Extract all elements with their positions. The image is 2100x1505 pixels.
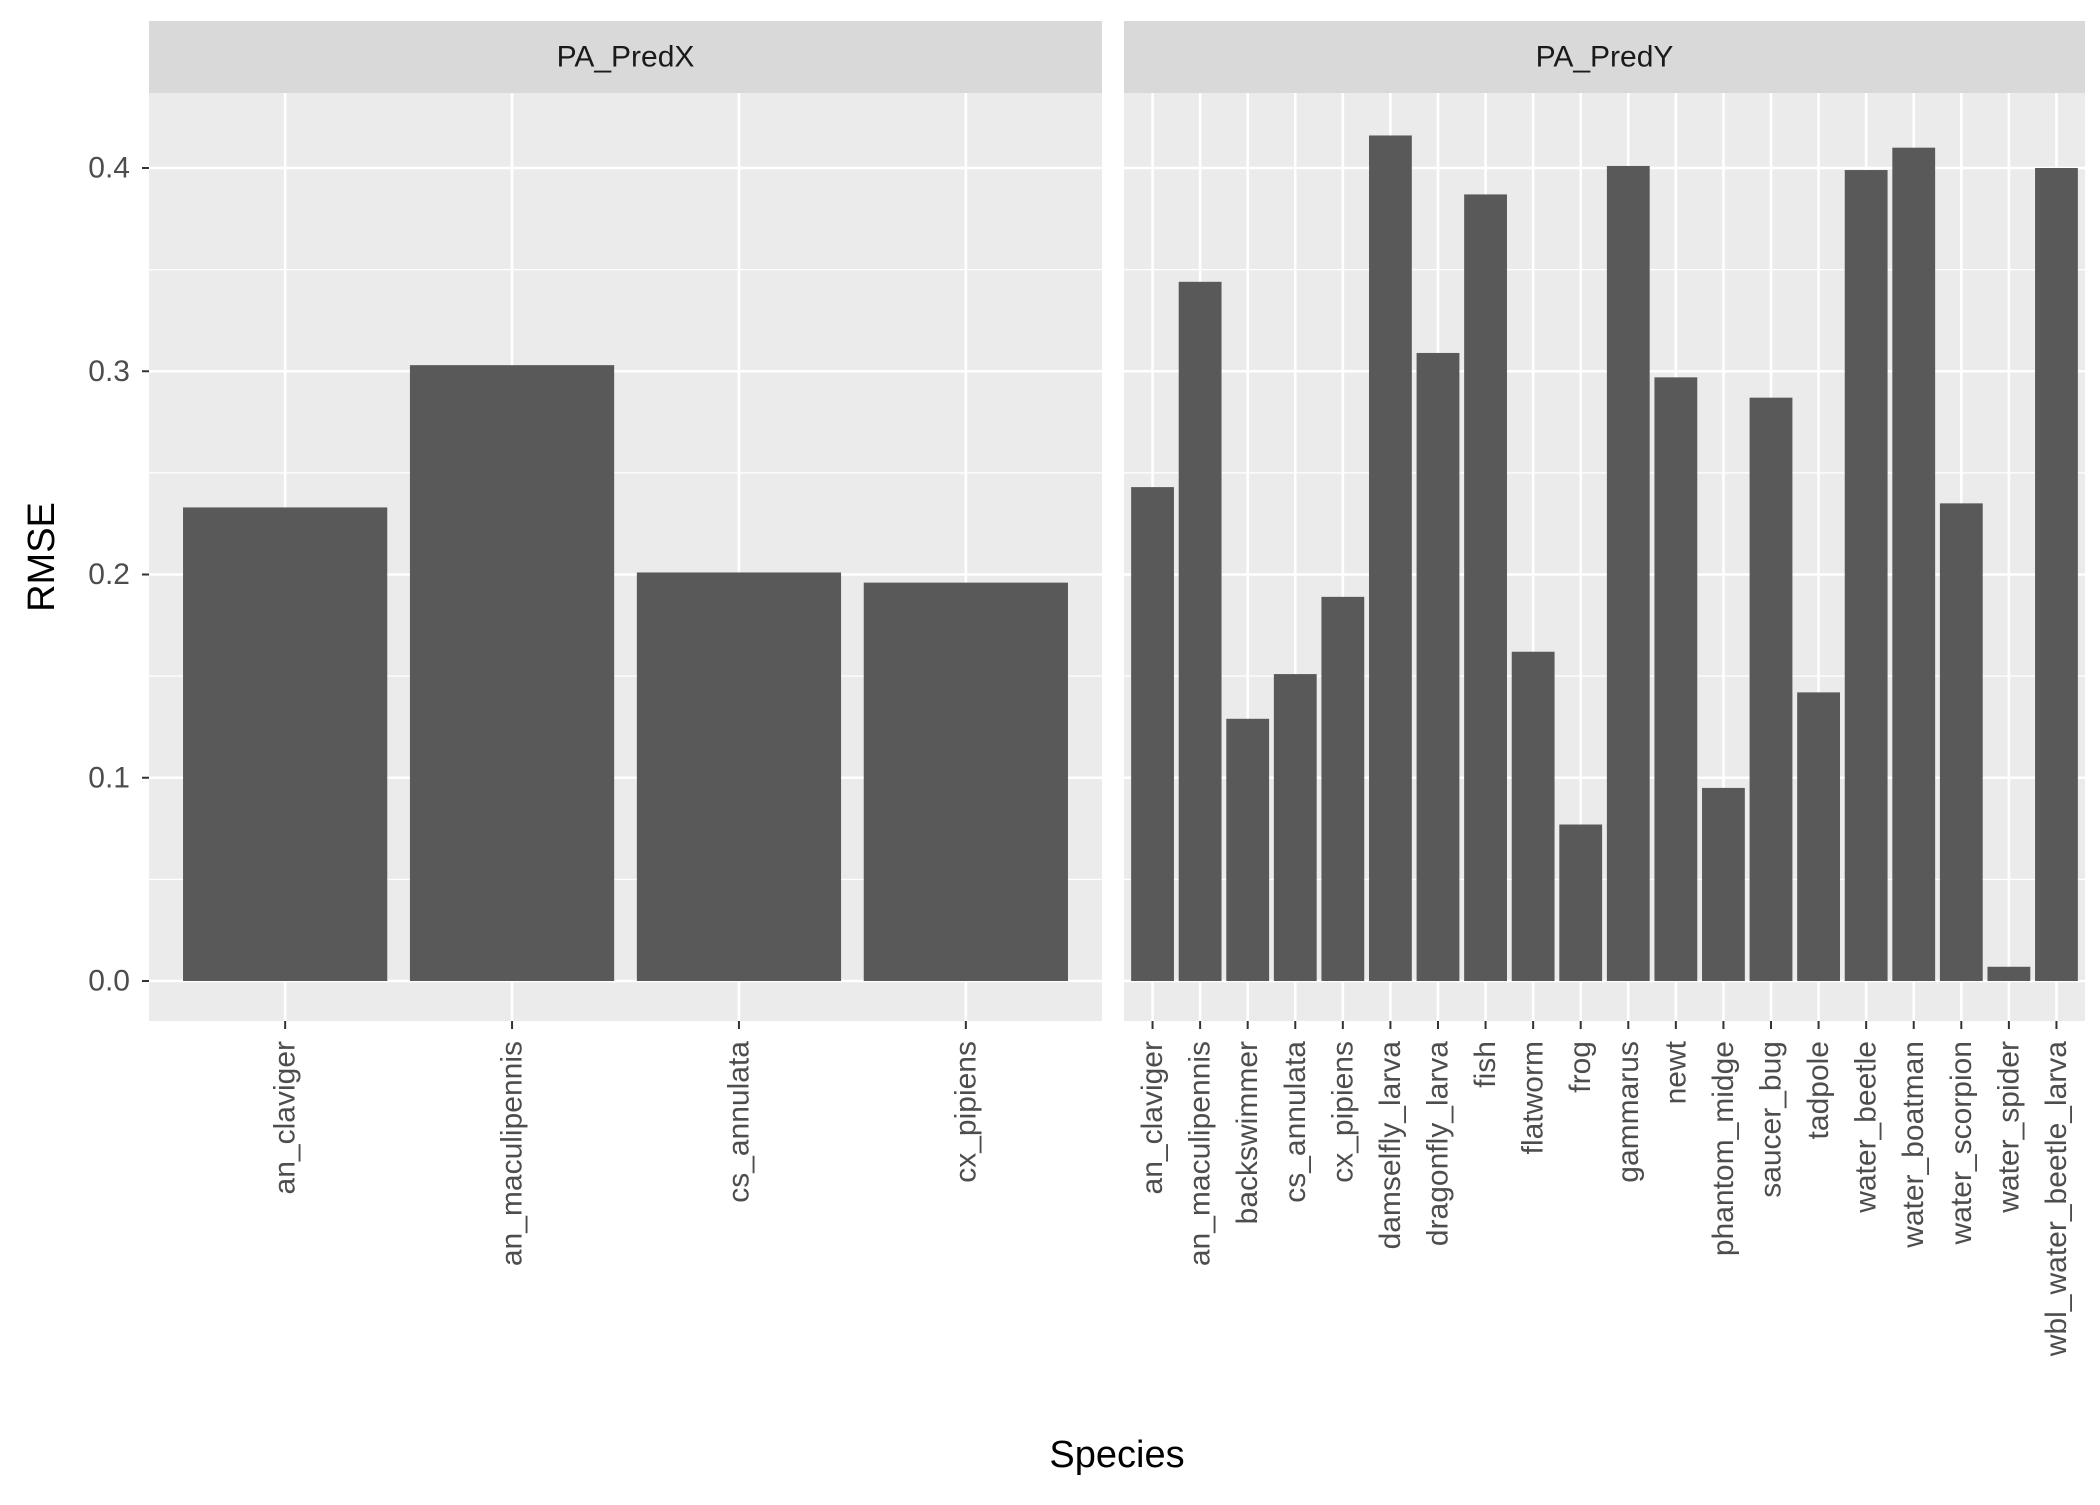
bar xyxy=(1131,487,1174,981)
x-tick-label: wbl_water_beetle_larva xyxy=(2040,1041,2073,1358)
bar xyxy=(1987,966,2031,981)
x-tick-label: tadpole xyxy=(1802,1041,1835,1139)
facet-strip-label: PA_PredY xyxy=(1536,41,1674,74)
x-tick-label: water_boatman xyxy=(1897,1041,1930,1249)
bar xyxy=(1178,281,1222,981)
y-tick-label: 0.0 xyxy=(88,965,130,998)
x-tick-label: backswimmer xyxy=(1231,1041,1264,1224)
x-tick-label: cx_pipiens xyxy=(949,1041,982,1183)
x-tick-label: dragonfly_larva xyxy=(1421,1041,1454,1246)
bar xyxy=(1369,135,1412,982)
x-tick-label: water_beetle xyxy=(1850,1041,1883,1214)
x-tick-label: saucer_bug xyxy=(1755,1041,1788,1198)
bar xyxy=(1606,165,1650,981)
bar xyxy=(1797,692,1840,981)
y-tick-label: 0.2 xyxy=(88,558,130,591)
bar xyxy=(2035,168,2078,981)
x-tick-label: flatworm xyxy=(1517,1041,1550,1154)
bar xyxy=(1226,718,1270,981)
bar xyxy=(1749,397,1793,981)
x-tick-label: an_claviger xyxy=(1136,1041,1169,1194)
bar xyxy=(636,572,842,981)
bar xyxy=(1844,170,1888,982)
bar xyxy=(1702,787,1745,981)
facet-strip-label: PA_PredX xyxy=(557,41,695,74)
bar xyxy=(409,365,615,982)
x-tick-label: water_spider xyxy=(1992,1041,2025,1214)
bar xyxy=(1511,651,1555,981)
bar xyxy=(1892,147,1936,982)
x-axis-title: Species xyxy=(1049,1434,1184,1476)
x-tick-label: an_maculipennis xyxy=(496,1041,529,1266)
bar xyxy=(1416,352,1460,981)
bar xyxy=(1273,674,1317,981)
bar xyxy=(1939,503,1983,981)
bar xyxy=(1654,377,1698,981)
y-axis-title: RMSE xyxy=(21,502,63,612)
y-tick-label: 0.4 xyxy=(88,152,130,185)
y-tick-label: 0.1 xyxy=(88,761,130,794)
x-tick-label: frog xyxy=(1564,1041,1597,1093)
x-tick-label: an_maculipennis xyxy=(1184,1041,1217,1266)
x-tick-label: gammarus xyxy=(1612,1041,1645,1183)
x-tick-label: cs_annulata xyxy=(1279,1041,1312,1203)
y-tick-label: 0.3 xyxy=(88,355,130,388)
x-tick-label: newt xyxy=(1659,1040,1692,1104)
x-tick-label: water_scorpion xyxy=(1945,1041,1978,1245)
x-tick-label: cs_annulata xyxy=(722,1041,755,1203)
x-tick-label: an_claviger xyxy=(269,1041,302,1194)
bar xyxy=(1464,194,1507,982)
bar xyxy=(863,582,1068,981)
x-tick-label: phantom_midge xyxy=(1707,1041,1740,1256)
x-tick-label: damselfly_larva xyxy=(1374,1041,1407,1250)
x-tick-label: fish xyxy=(1469,1041,1502,1088)
x-tick-label: cx_pipiens xyxy=(1326,1041,1359,1183)
bar xyxy=(1559,824,1603,981)
bar xyxy=(1321,596,1365,981)
bar xyxy=(183,507,388,981)
facet-strip xyxy=(149,21,1102,93)
facet-strip xyxy=(1124,21,2085,93)
